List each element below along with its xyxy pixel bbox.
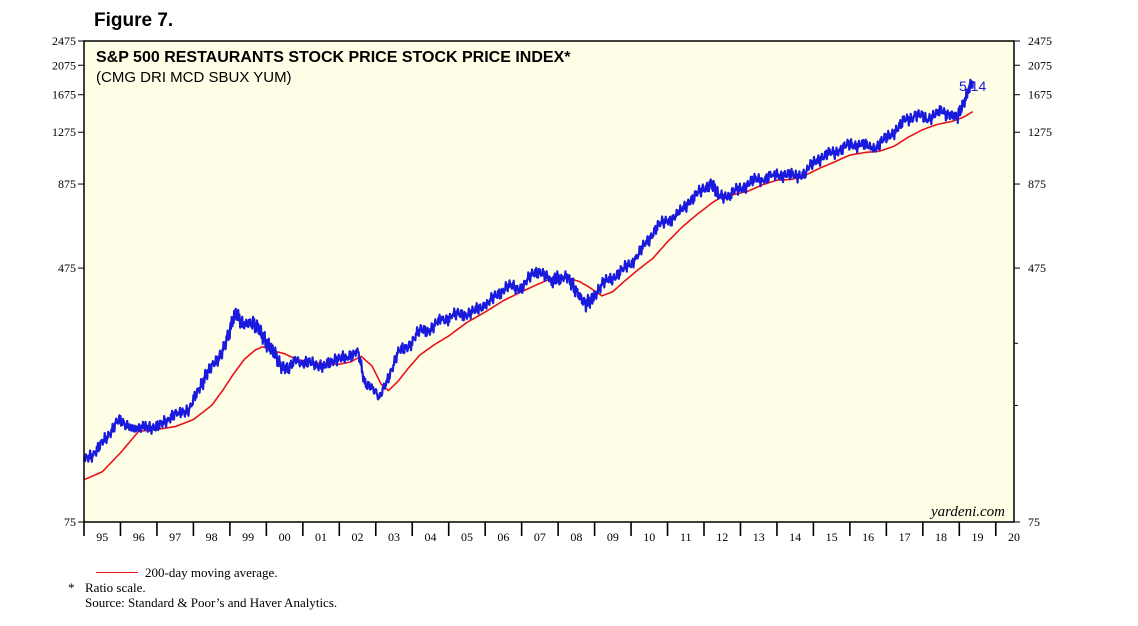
x-tick-label: 20 xyxy=(1008,530,1020,544)
y-tick-label-left: 475 xyxy=(58,261,76,275)
x-tick-label: 03 xyxy=(388,530,400,544)
y-tick-label-right: 1675 xyxy=(1028,88,1052,102)
y-tick-label-right: 75 xyxy=(1028,515,1040,529)
x-tick-label: 15 xyxy=(826,530,838,544)
x-tick-label: 11 xyxy=(680,530,692,544)
end-date-label: 5/14 xyxy=(959,78,986,94)
series-layer xyxy=(82,78,974,481)
y-tick-label-right: 875 xyxy=(1028,177,1046,191)
footnote-marker: * xyxy=(68,580,75,595)
watermark: yardeni.com xyxy=(929,504,1005,520)
y-axis-right: 75 475 875 1275 1675 2075 2475 xyxy=(1028,34,1052,529)
chart-title: S&P 500 RESTAURANTS STOCK PRICE STOCK PR… xyxy=(96,49,571,66)
y-axis-left: 75 475 875 1275 1675 2075 2475 xyxy=(52,34,76,529)
x-tick-label: 98 xyxy=(206,530,218,544)
y-tick-label-right: 2475 xyxy=(1028,34,1052,48)
tick-marks xyxy=(78,40,1020,523)
footnote-text: Ratio scale. xyxy=(85,580,146,595)
x-tick-label: 06 xyxy=(497,530,509,544)
x-tick-label: 01 xyxy=(315,530,327,544)
y-tick-label-left: 2475 xyxy=(52,34,76,48)
x-tick-label: 08 xyxy=(570,530,582,544)
x-tick-label: 17 xyxy=(899,530,911,544)
y-tick-label-left: 2075 xyxy=(52,58,76,72)
x-tick-label: 10 xyxy=(643,530,655,544)
figure-label: Figure 7. xyxy=(94,10,174,31)
x-tick-label: 00 xyxy=(279,530,291,544)
x-tick-label: 04 xyxy=(424,530,436,544)
x-tick-label: 12 xyxy=(716,530,728,544)
x-tick-label: 97 xyxy=(169,530,181,544)
x-tick-label: 05 xyxy=(461,530,473,544)
price-index-line xyxy=(82,78,974,463)
x-tick-label: 09 xyxy=(607,530,619,544)
x-tick-label: 02 xyxy=(352,530,364,544)
x-tick-label: 96 xyxy=(133,530,145,544)
x-tick-label: 14 xyxy=(789,530,801,544)
y-tick-label-right: 1275 xyxy=(1028,125,1052,139)
y-tick-label-left: 875 xyxy=(58,177,76,191)
y-tick-label-right: 2075 xyxy=(1028,58,1052,72)
x-tick-label: 13 xyxy=(753,530,765,544)
y-tick-label-left: 1275 xyxy=(52,125,76,139)
x-tick-label: 19 xyxy=(972,530,984,544)
y-tick-label-right: 475 xyxy=(1028,261,1046,275)
x-tick-label: 18 xyxy=(935,530,947,544)
x-tick-label: 99 xyxy=(242,530,254,544)
y-tick-label-left: 75 xyxy=(64,515,76,529)
x-tick-label: 95 xyxy=(96,530,108,544)
x-axis: 95 96 97 98 99 00 01 02 03 04 05 06 07 08 09 10 11 12 13 14… xyxy=(83,522,1020,544)
source-text: Source: Standard & Poor’s and Haver Anal… xyxy=(85,595,338,610)
x-tick-label: 16 xyxy=(862,530,874,544)
legend-swatch-red xyxy=(96,572,138,573)
chart-subtitle: (CMG DRI MCD SBUX YUM) xyxy=(96,69,292,86)
y-tick-label-left: 1675 xyxy=(52,88,76,102)
legend-moving-average-label: 200-day moving average. xyxy=(145,565,278,580)
x-tick-label: 07 xyxy=(534,530,546,544)
moving-average-line xyxy=(83,111,974,481)
plot-frame xyxy=(83,40,1015,523)
